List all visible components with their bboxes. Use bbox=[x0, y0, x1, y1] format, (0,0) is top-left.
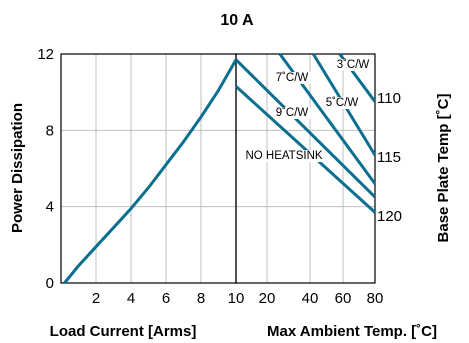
derating-line bbox=[234, 58, 377, 199]
y2-tick-label: 115 bbox=[377, 149, 401, 166]
line-label: 5˚C/W bbox=[326, 97, 359, 109]
line-label-background bbox=[273, 107, 311, 119]
line-label-background bbox=[273, 72, 311, 84]
line-label-background bbox=[323, 97, 361, 109]
line-label-background bbox=[334, 59, 372, 71]
series-lines bbox=[63, 53, 377, 284]
derating-line bbox=[234, 85, 377, 214]
line-label: 3˚C/W bbox=[337, 59, 370, 71]
x-tick-label: 6 bbox=[162, 290, 170, 307]
x2-tick-label: 60 bbox=[335, 290, 352, 307]
x-tick-label: 4 bbox=[127, 290, 135, 307]
line-label: 7˚C/W bbox=[276, 72, 309, 84]
line-label-background bbox=[243, 150, 325, 162]
chart-title: 10 A bbox=[220, 12, 254, 29]
line-label: 9˚C/W bbox=[276, 107, 309, 119]
left-panel-frame bbox=[60, 53, 237, 284]
tick-labels: 0 4 8 12 2 4 6 8 10 20 40 60 80 110 115 120 bbox=[37, 46, 402, 307]
x2-tick-label: 40 bbox=[302, 290, 319, 307]
y-tick-label: 4 bbox=[46, 199, 54, 216]
x2-tick-label: 10 bbox=[228, 290, 245, 307]
y2-axis-label: Base Plate Temp [˚C] bbox=[435, 94, 452, 243]
x2-tick-label: 80 bbox=[367, 290, 384, 307]
line-label: NO HEATSINK bbox=[245, 150, 322, 162]
y-tick-label: 12 bbox=[37, 46, 54, 63]
x-tick-label: 2 bbox=[92, 290, 100, 307]
x-axis-label-right: Max Ambient Temp. [˚C] bbox=[267, 323, 437, 340]
y-tick-label: 8 bbox=[46, 122, 54, 139]
line-annotations: 3˚C/W 5˚C/W 7˚C/W 9˚C/W NO HEATSINK bbox=[243, 59, 372, 162]
x-axis-label-left: Load Current [Arms] bbox=[50, 323, 197, 340]
y2-tick-label: 110 bbox=[377, 90, 401, 107]
y2-tick-label: 120 bbox=[377, 208, 402, 225]
y-axis-label: Power Dissipation bbox=[9, 103, 26, 233]
x2-tick-label: 20 bbox=[259, 290, 276, 307]
x-tick-label: 8 bbox=[197, 290, 205, 307]
y-tick-label: 0 bbox=[46, 275, 54, 292]
right-panel-frame bbox=[235, 53, 376, 284]
power-dissipation-curve bbox=[63, 58, 238, 284]
